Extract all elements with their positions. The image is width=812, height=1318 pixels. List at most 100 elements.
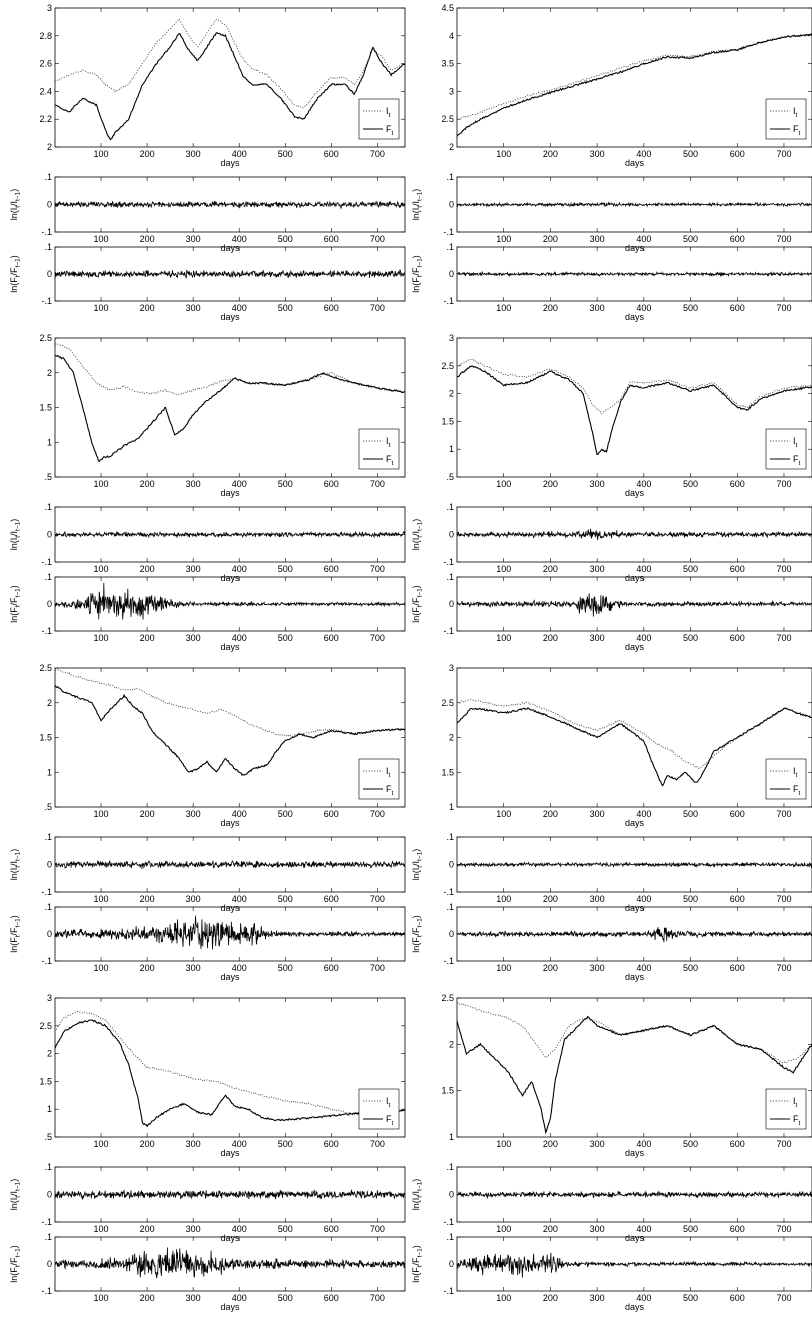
x-tick-label: 300 <box>186 564 201 574</box>
y-tick-label: 1 <box>47 1104 52 1114</box>
x-tick-label: 600 <box>730 149 745 159</box>
subplot-3-0: 100 200 300 400 500 600 700 days .5 1 1.5 2 2.5 It Ft <box>39 333 406 498</box>
x-tick-label: 700 <box>776 1293 791 1303</box>
y-tick-label: 0 <box>449 929 454 939</box>
subplot-9-0: 100 200 300 400 500 600 700 days .5 1 1.5 2 2.5 3 It Ft <box>39 993 406 1158</box>
x-tick-label: 200 <box>140 303 155 313</box>
x-tick-label: 200 <box>140 149 155 159</box>
y-axis-label: ln(Ft/Ft−1) <box>411 255 424 293</box>
x-tick-label: 100 <box>94 564 109 574</box>
y-tick-label: .1 <box>446 572 454 582</box>
y-tick-label: 0 <box>47 530 52 540</box>
x-tick-label: 300 <box>186 633 201 643</box>
x-axis-label: days <box>625 972 645 982</box>
subplot-4-1: 100 200 300 400 500 600 700 days -.1 0 .1 ln(It/It−… <box>411 502 812 583</box>
y-tick-label: 2.5 <box>441 698 454 708</box>
return-series-line <box>55 582 405 620</box>
y-tick-label: 0 <box>449 1259 454 1269</box>
y-tick-label: 1.5 <box>441 1086 454 1096</box>
return-series-line <box>457 528 812 541</box>
y-tick-label: -.1 <box>41 227 52 237</box>
x-tick-label: 100 <box>496 149 511 159</box>
x-tick-label: 200 <box>543 234 558 244</box>
legend-label-F: Ft <box>386 1114 394 1127</box>
x-tick-label: 600 <box>324 149 339 159</box>
legend-label-I: It <box>793 106 798 119</box>
legend: It Ft <box>358 758 400 800</box>
y-tick-label: 2.5 <box>39 333 52 343</box>
x-tick-label: 600 <box>324 894 339 904</box>
x-tick-label: 600 <box>730 963 745 973</box>
plot-area <box>55 860 405 869</box>
x-tick-label: 100 <box>496 1139 511 1149</box>
legend-box <box>765 428 807 470</box>
x-tick-label: 500 <box>683 479 698 489</box>
series-line-I <box>55 1010 405 1115</box>
x-tick-label: 200 <box>140 633 155 643</box>
plot-area <box>55 200 405 210</box>
x-tick-label: 100 <box>496 633 511 643</box>
series-line-I <box>457 358 812 415</box>
x-tick-label: 400 <box>232 963 247 973</box>
legend-box <box>358 428 400 470</box>
series-line-F <box>55 1019 405 1128</box>
legend: It Ft <box>765 758 807 800</box>
x-tick-label: 300 <box>590 894 605 904</box>
x-tick-label: 500 <box>683 894 698 904</box>
x-tick-label: 600 <box>730 564 745 574</box>
plot-area <box>55 269 405 279</box>
return-series-line <box>457 1252 812 1278</box>
x-tick-label: 300 <box>590 479 605 489</box>
x-tick-label: 700 <box>776 479 791 489</box>
x-tick-label: 600 <box>324 809 339 819</box>
series-line-F <box>457 33 812 137</box>
x-tick-label: 300 <box>186 479 201 489</box>
x-tick-label: 400 <box>636 564 651 574</box>
x-tick-label: 200 <box>543 1293 558 1303</box>
y-tick-label: .1 <box>44 1232 52 1242</box>
x-axis-label: days <box>220 158 240 168</box>
x-tick-label: 500 <box>683 149 698 159</box>
x-tick-label: 500 <box>278 149 293 159</box>
y-tick-label: 3 <box>449 333 454 343</box>
x-tick-label: 400 <box>232 564 247 574</box>
x-tick-label: 100 <box>496 564 511 574</box>
y-tick-label: 2.5 <box>39 1021 52 1031</box>
axes-frame <box>54 997 406 1138</box>
x-tick-label: 700 <box>370 1224 385 1234</box>
y-tick-label: 1 <box>449 802 454 812</box>
y-tick-label: 0 <box>47 1190 52 1200</box>
x-tick-label: 500 <box>683 1293 698 1303</box>
x-tick-label: 700 <box>370 564 385 574</box>
x-tick-label: 700 <box>776 633 791 643</box>
x-tick-label: 500 <box>683 809 698 819</box>
series-line-F <box>457 707 812 787</box>
x-tick-label: 400 <box>636 1224 651 1234</box>
return-series-line <box>55 860 405 869</box>
x-tick-label: 300 <box>186 1139 201 1149</box>
return-series-line <box>55 915 405 950</box>
y-tick-label: -.1 <box>443 956 454 966</box>
x-tick-label: 200 <box>543 303 558 313</box>
y-axis-label: ln(Ft/Ft−1) <box>9 255 22 293</box>
y-tick-label: .1 <box>446 242 454 252</box>
y-tick-label: 0 <box>449 1190 454 1200</box>
y-tick-label: .1 <box>44 572 52 582</box>
x-tick-label: 200 <box>543 479 558 489</box>
plot-area <box>55 18 405 141</box>
y-tick-label: .1 <box>44 832 52 842</box>
x-tick-label: 100 <box>94 894 109 904</box>
x-tick-label: 600 <box>324 963 339 973</box>
x-tick-label: 400 <box>636 234 651 244</box>
return-series-line <box>457 927 812 943</box>
x-tick-label: 400 <box>636 1293 651 1303</box>
y-tick-label: 2.4 <box>39 86 52 96</box>
x-tick-label: 300 <box>590 149 605 159</box>
x-tick-label: 600 <box>324 1224 339 1234</box>
x-tick-label: 100 <box>94 234 109 244</box>
plot-area <box>55 915 405 950</box>
plot-area <box>55 582 405 620</box>
subplot-2-0: 100 200 300 400 500 600 700 days -.1 0 .1 ln(Ft/Ft−… <box>9 242 406 322</box>
y-axis-label: ln(It/It−1) <box>411 1179 424 1211</box>
y-tick-label: 0 <box>47 599 52 609</box>
